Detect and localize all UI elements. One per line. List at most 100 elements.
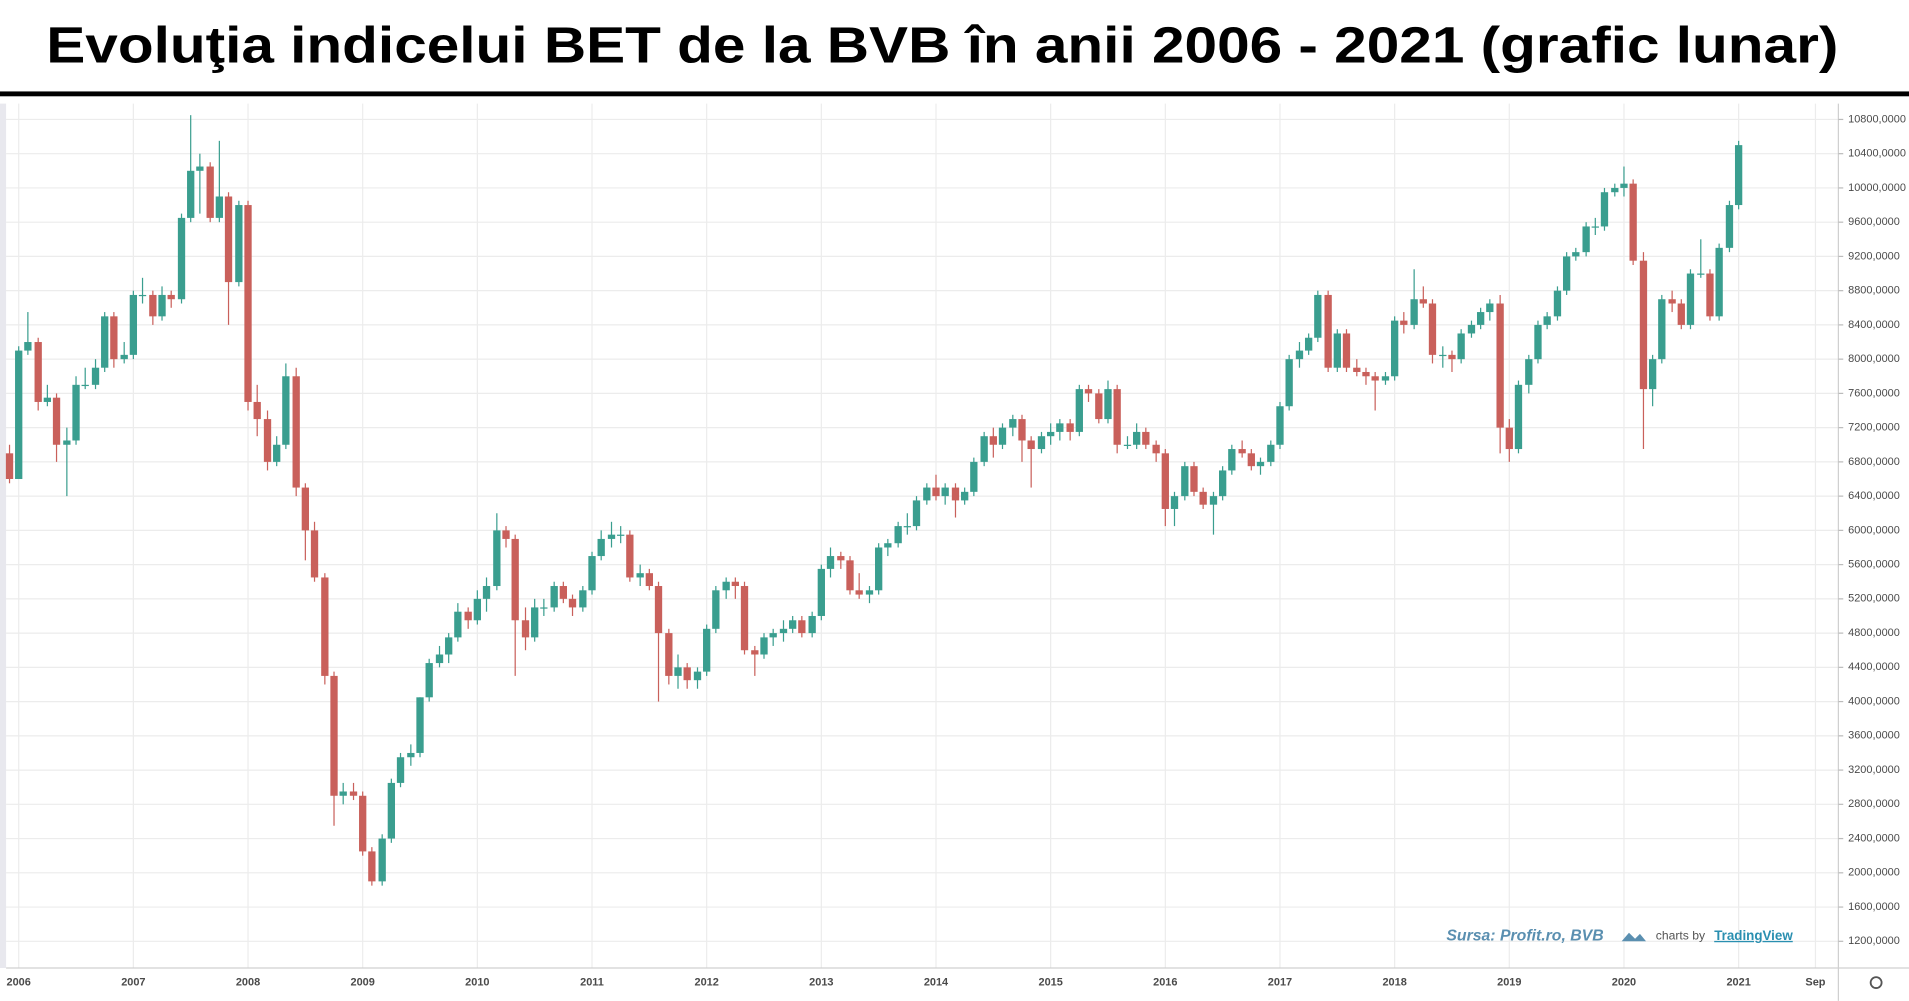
y-tick-label: 7200,0000 (1848, 422, 1900, 434)
candle-body (617, 534, 625, 536)
candle-body (5, 453, 14, 480)
candle-body (1209, 496, 1218, 505)
candle-body (1181, 466, 1189, 497)
candle-body (846, 560, 854, 591)
settings-icon[interactable] (1869, 976, 1883, 990)
candle-body (1505, 427, 1513, 450)
left-edge (0, 103, 7, 969)
candle-body (1582, 226, 1590, 253)
candle-body (407, 752, 415, 758)
candle-body (808, 615, 816, 634)
candle-body (559, 586, 567, 599)
candle-body (875, 547, 883, 591)
candle-body (493, 530, 501, 587)
candle-body (1457, 333, 1465, 360)
y-tick-label: 10400,0000 (1848, 148, 1906, 160)
candle-body (1572, 252, 1580, 257)
candle-body (645, 573, 653, 587)
candle-body (425, 663, 433, 698)
candle-body (826, 556, 835, 569)
y-tick-label: 5600,0000 (1848, 559, 1900, 571)
candle-body (1362, 371, 1370, 377)
candle-body (941, 487, 949, 497)
candle-body (951, 487, 960, 501)
candle-body (349, 791, 358, 796)
candle-body (1410, 299, 1418, 325)
candle-body (731, 581, 739, 587)
candle-body (34, 342, 42, 402)
y-tick-label: 3600,0000 (1848, 730, 1900, 742)
candle-body (339, 791, 347, 796)
candle-body (1066, 423, 1074, 432)
candle-body (368, 851, 376, 882)
candle-body (1142, 431, 1150, 445)
candle-body (1314, 294, 1322, 338)
candle-body (359, 795, 367, 852)
candle-body (187, 170, 195, 218)
candle-body (72, 384, 80, 441)
candle-body (903, 526, 911, 528)
candle-body (52, 397, 61, 445)
candle-body (1697, 273, 1705, 275)
candle-body (206, 166, 214, 218)
candle-body (1095, 393, 1103, 420)
x-tick-label: 2009 (351, 977, 375, 989)
candle-body (482, 586, 491, 599)
candle-body (321, 577, 329, 676)
x-tick-label: 2013 (809, 977, 833, 989)
candle-body (502, 530, 510, 539)
candle-body (1677, 303, 1685, 325)
candle-body (760, 637, 768, 655)
x-tick-label: 2016 (1153, 977, 1177, 989)
candle-body (1514, 384, 1523, 450)
x-tick-label: 2007 (121, 977, 145, 989)
x-tick-label: 2021 (1726, 977, 1750, 989)
y-tick-label: 4400,0000 (1848, 661, 1900, 673)
tradingview-link[interactable]: TradingView (1714, 928, 1793, 943)
candle-body (817, 568, 825, 616)
y-tick-label: 9200,0000 (1848, 250, 1900, 262)
candle-body (129, 294, 138, 355)
candle-body (235, 205, 243, 283)
candle-body (91, 367, 100, 385)
candle-body (1228, 449, 1236, 471)
candle-body (540, 607, 548, 609)
candle-body (1170, 496, 1179, 509)
candle-body (1706, 273, 1714, 317)
y-tick-label: 5200,0000 (1848, 593, 1900, 605)
candle-body (1439, 354, 1447, 357)
candle-body (923, 487, 931, 501)
candle-body (961, 491, 969, 501)
y-tick-label: 2400,0000 (1848, 832, 1900, 844)
candle-body (24, 342, 32, 351)
candle-body (1285, 359, 1293, 407)
x-tick-label: Sep (1805, 977, 1825, 989)
candle-body (751, 650, 759, 655)
candle-body (1353, 367, 1361, 372)
x-tick-label: 2010 (465, 977, 489, 989)
candle-body (980, 436, 988, 462)
candle-body (1342, 333, 1351, 368)
source-note: Sursa: Profit.ro, BVB (1446, 928, 1603, 945)
candle-body (81, 384, 89, 387)
candle-body (454, 611, 462, 638)
candle-body (15, 350, 23, 480)
candle-body (970, 461, 978, 492)
candle-body (1725, 205, 1734, 248)
candle-body (912, 500, 921, 527)
x-tick-label: 2014 (924, 977, 949, 989)
candle-body (1218, 470, 1227, 497)
candle-body (998, 427, 1007, 445)
y-tick-label: 2800,0000 (1848, 798, 1900, 810)
candle-body (1199, 491, 1207, 505)
candle-body (1486, 303, 1494, 313)
candle-body (1104, 389, 1112, 420)
candle-body (310, 530, 319, 578)
candle-body (740, 586, 749, 651)
y-tick-label: 2000,0000 (1848, 867, 1900, 879)
candle-body (654, 586, 663, 634)
candle-body (837, 556, 845, 561)
candle-body (149, 294, 157, 317)
candle-body (1400, 320, 1408, 325)
candle-body (215, 196, 224, 218)
